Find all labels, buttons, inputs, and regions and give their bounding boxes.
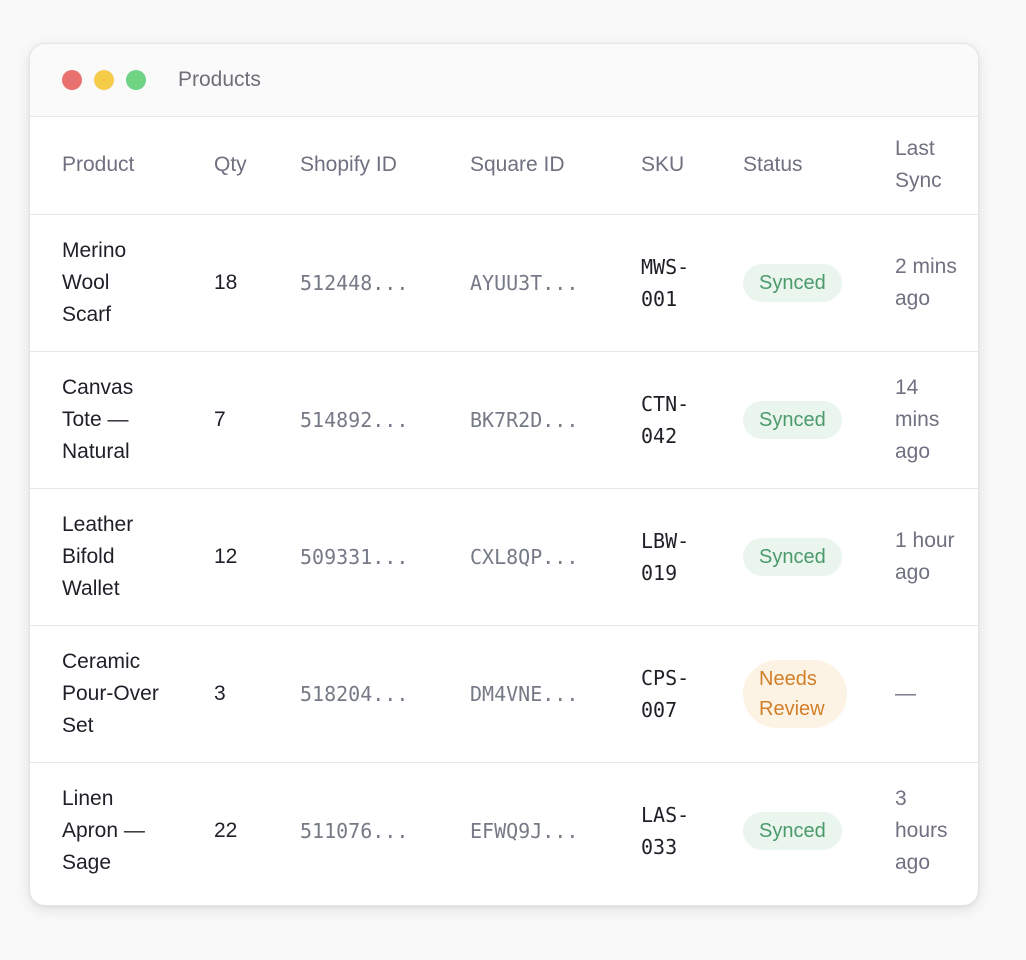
column-header-shopify-id[interactable]: Shopify ID — [300, 153, 397, 177]
column-header-status[interactable]: Status — [743, 153, 803, 177]
column-header-last-sync[interactable]: Last Sync — [895, 117, 978, 214]
sku-cell: MWS-001 — [641, 254, 690, 311]
products-window: Products Product Qty Shopify ID Square I… — [29, 43, 979, 906]
sku-cell: LAS-033 — [641, 802, 690, 859]
table-row[interactable]: Canvas Tote — Natural 7 514892... BK7R2D… — [30, 351, 978, 488]
square-id-cell: BK7R2D... — [470, 407, 579, 432]
status-badge: Synced — [743, 811, 842, 850]
column-header-last-sync-label: Last Sync — [895, 137, 942, 193]
sku-cell: CTN-042 — [641, 391, 690, 448]
last-sync-cell: — — [895, 681, 916, 705]
status-badge: Synced — [743, 537, 842, 576]
qty-cell: 12 — [214, 544, 238, 568]
qty-cell: 22 — [214, 818, 238, 842]
square-id-cell: AYUU3T... — [470, 270, 579, 295]
last-sync-cell: 1 hour ago — [895, 528, 955, 584]
product-name: Canvas Tote — Natural — [62, 375, 134, 463]
close-window-button[interactable] — [62, 70, 82, 90]
products-table: Product Qty Shopify ID Square ID SKU Sta… — [30, 117, 978, 899]
table-header-row: Product Qty Shopify ID Square ID SKU Sta… — [30, 117, 978, 214]
shopify-id-cell: 518204... — [300, 681, 409, 706]
sku-cell: LBW-019 — [641, 528, 690, 585]
qty-cell: 7 — [214, 407, 226, 431]
column-header-square-id[interactable]: Square ID — [470, 153, 565, 177]
table-row[interactable]: Merino Wool Scarf 18 512448... AYUU3T...… — [30, 214, 978, 351]
column-header-sku[interactable]: SKU — [641, 153, 685, 177]
maximize-window-button[interactable] — [126, 70, 146, 90]
title-bar: Products — [30, 44, 978, 117]
shopify-id-cell: 509331... — [300, 544, 409, 569]
product-name: Linen Apron — Sage — [62, 786, 145, 874]
last-sync-cell: 2 mins ago — [895, 254, 957, 310]
table-row[interactable]: Leather Bifold Wallet 12 509331... CXL8Q… — [30, 488, 978, 625]
product-name: Ceramic Pour-Over Set — [62, 649, 159, 737]
qty-cell: 18 — [214, 270, 238, 294]
last-sync-cell: 3 hours ago — [895, 786, 948, 874]
shopify-id-cell: 512448... — [300, 270, 409, 295]
qty-cell: 3 — [214, 681, 226, 705]
square-id-cell: DM4VNE... — [470, 681, 579, 706]
shopify-id-cell: 514892... — [300, 407, 409, 432]
last-sync-cell: 14 mins ago — [895, 375, 940, 463]
minimize-window-button[interactable] — [94, 70, 114, 90]
square-id-cell: CXL8QP... — [470, 544, 579, 569]
status-badge: Synced — [743, 263, 842, 302]
table-row[interactable]: Linen Apron — Sage 22 511076... EFWQ9J..… — [30, 762, 978, 899]
column-header-qty[interactable]: Qty — [214, 153, 247, 177]
shopify-id-cell: 511076... — [300, 818, 409, 843]
status-badge: Needs Review — [743, 659, 847, 728]
sku-cell: CPS-007 — [641, 665, 690, 722]
window-title: Products — [178, 68, 261, 91]
square-id-cell: EFWQ9J... — [470, 818, 579, 843]
status-badge: Synced — [743, 400, 842, 439]
product-name: Merino Wool Scarf — [62, 238, 127, 326]
product-name: Leather Bifold Wallet — [62, 512, 134, 600]
table-row[interactable]: Ceramic Pour-Over Set 3 518204... DM4VNE… — [30, 625, 978, 762]
column-header-product[interactable]: Product — [62, 153, 135, 177]
